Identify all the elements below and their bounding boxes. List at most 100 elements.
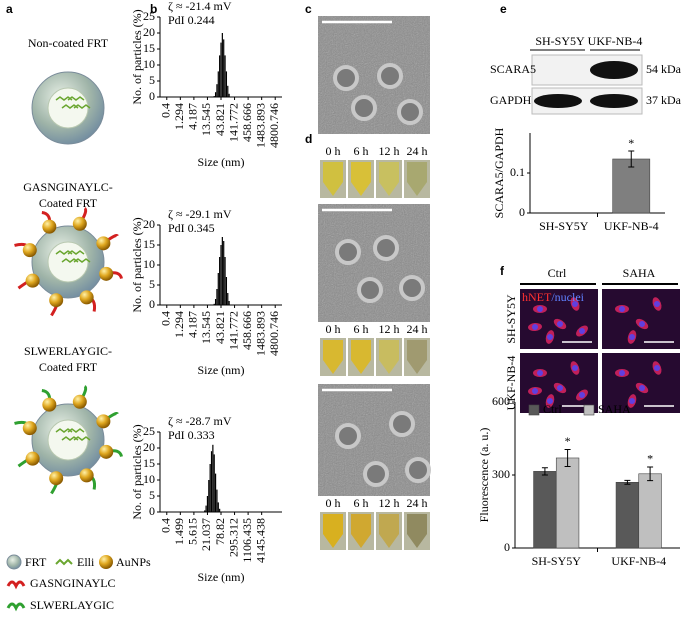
y-tick-label: 0 — [149, 504, 155, 518]
x-tick-label: SH-SY5Y — [539, 219, 589, 233]
aunp — [79, 290, 94, 305]
y-tick-label: 5 — [149, 73, 155, 87]
x-tick-label: 4800.746 — [267, 103, 281, 148]
bar — [612, 158, 651, 214]
histogram-bar — [205, 505, 207, 512]
annotation: PdI 0.244 — [168, 13, 215, 27]
tem-particle — [363, 461, 389, 487]
panel-label: d — [305, 132, 312, 146]
tem-particle — [357, 277, 383, 303]
aunp — [72, 216, 87, 231]
histogram-bar — [221, 237, 223, 305]
y-tick-label: 0 — [149, 89, 155, 103]
tem-particle — [335, 423, 361, 449]
histogram-bar — [221, 33, 223, 97]
elli — [61, 436, 79, 441]
x-tick-label: 0.4 — [159, 103, 173, 118]
histogram-bar — [217, 273, 219, 305]
y-tick-label: 15 — [143, 237, 155, 251]
histogram-bar — [214, 299, 217, 305]
y-axis-label: No. of particles (%) — [130, 9, 144, 104]
y-tick-label: 20 — [143, 217, 155, 231]
tem-particle — [377, 63, 403, 89]
panel-label: b — [150, 2, 157, 16]
tube — [407, 514, 427, 548]
error-bar — [647, 466, 654, 482]
annotation: ζ ≈ -28.7 mV — [168, 414, 232, 428]
nucleus — [619, 370, 625, 376]
y-axis-label: Fluorescence (a. u.) — [477, 428, 491, 523]
nucleus — [557, 385, 563, 391]
elli — [67, 428, 85, 433]
x-tick-label: 43.821 — [213, 311, 227, 344]
x-tick-label: 0.4 — [159, 311, 173, 326]
tube — [323, 162, 343, 196]
annotation: ζ ≈ -21.4 mV — [168, 0, 232, 13]
histogram-bar — [224, 257, 226, 305]
y-tick-label: 10 — [143, 472, 155, 486]
tem-noise — [318, 204, 430, 322]
x-tick-label: 4.187 — [186, 311, 200, 338]
nucleus — [579, 392, 585, 398]
x-tick-label: 13.545 — [199, 311, 213, 344]
histogram-bar — [228, 301, 230, 305]
weight-label: 37 kDa — [646, 93, 682, 107]
tube — [351, 162, 371, 196]
nucleus — [579, 328, 585, 334]
tube — [351, 514, 371, 548]
y-tick-label: 20 — [143, 25, 155, 39]
legend-peptide-icon — [6, 602, 26, 612]
tube — [407, 162, 427, 196]
x-tick-label: 458.666 — [240, 103, 254, 142]
histogram-bar — [208, 480, 210, 512]
aunp — [99, 444, 114, 459]
x-tick-label: 458.666 — [240, 311, 254, 350]
histogram-bar — [204, 510, 206, 512]
x-tick-label: 21.037 — [199, 518, 213, 551]
histogram-bar — [219, 55, 221, 97]
nucleus — [537, 370, 543, 376]
protein-label: GAPDH — [490, 93, 532, 107]
nucleus — [629, 398, 635, 404]
legend-label: AuNPs — [116, 555, 151, 569]
panel-label: f — [500, 264, 505, 278]
x-tick-label: 1106.435 — [240, 518, 254, 563]
x-tick-label: SH-SY5Y — [532, 554, 582, 568]
annotation: PdI 0.345 — [168, 221, 215, 235]
time-label: 6 h — [354, 322, 369, 336]
particle-title: Coated FRT — [39, 196, 98, 210]
x-tick-label: 43.821 — [213, 103, 227, 136]
bar — [638, 473, 662, 549]
y-tick-label: 0.1 — [510, 165, 525, 179]
elli — [55, 96, 73, 101]
time-label: 0 h — [326, 322, 341, 336]
x-axis-label: Size (nm) — [198, 363, 245, 377]
legend-label: GASNGINAYLC — [30, 576, 116, 590]
x-tick-label: 1483.893 — [253, 103, 267, 148]
histogram-bar — [216, 84, 218, 97]
time-label: 24 h — [407, 496, 428, 510]
histogram-bar — [213, 454, 215, 512]
panel-label: e — [500, 2, 507, 16]
nucleus — [654, 365, 660, 371]
aunp — [22, 421, 37, 436]
histogram-bar — [227, 293, 229, 305]
x-tick-label: 1.499 — [172, 518, 186, 545]
x-tick-label: 5.615 — [186, 518, 200, 545]
panel-label: a — [6, 2, 13, 16]
nucleus — [547, 398, 553, 404]
time-label: 12 h — [379, 496, 400, 510]
aunp — [25, 273, 40, 288]
particle-title: GASNGINAYLC- — [23, 180, 113, 194]
aunp — [99, 266, 114, 281]
time-label: 6 h — [354, 144, 369, 158]
lane-label: SH-SY5Y — [535, 34, 585, 48]
tube — [407, 340, 427, 374]
tube — [351, 340, 371, 374]
y-axis-label: SCARA5/GAPDH — [492, 127, 506, 218]
elli — [73, 104, 91, 109]
histogram-bar — [216, 289, 218, 305]
error-bar — [564, 448, 571, 467]
